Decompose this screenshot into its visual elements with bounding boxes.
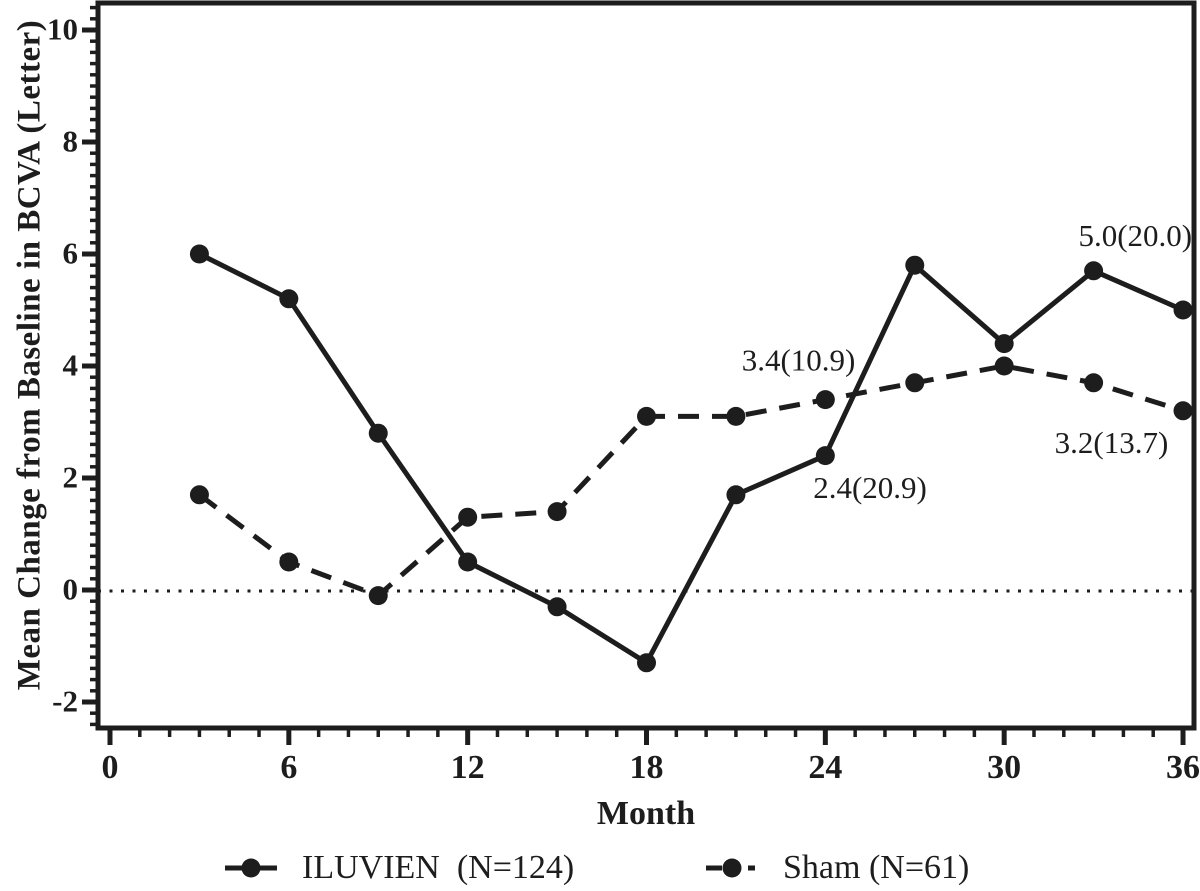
legend-item-iluvien: ILUVIEN (N=124)	[225, 849, 574, 887]
data-point	[637, 406, 657, 426]
y-tick-label: 4	[63, 348, 79, 383]
data-point	[815, 390, 835, 410]
x-axis-title: Month	[596, 795, 696, 832]
value-annotation: 2.4(20.9)	[813, 470, 927, 505]
data-point	[1173, 300, 1193, 320]
y-tick-label: 2	[63, 460, 79, 495]
legend-label-sham: Sham (N=61)	[783, 849, 970, 886]
data-point	[368, 586, 388, 606]
data-point	[905, 373, 925, 393]
legend-item-sham: Sham (N=61)	[706, 849, 969, 887]
y-tick-label: 10	[47, 12, 78, 47]
series-line-iluvien	[198, 251, 1185, 667]
data-point	[637, 653, 657, 673]
y-tick-label: -2	[52, 684, 78, 719]
y-axis-title: Mean Change from Baseline in BCVA (Lette…	[11, 19, 48, 691]
x-tick-label: 12	[451, 749, 485, 786]
x-tick-label: 18	[630, 749, 664, 786]
plot-frame	[95, 0, 1197, 731]
iluvien-solid-line-marker-icon	[225, 858, 277, 878]
data-point	[815, 446, 835, 466]
data-point	[189, 244, 209, 264]
x-tick-label: 0	[102, 749, 119, 786]
value-annotation: 3.4(10.9)	[742, 343, 856, 378]
data-point	[279, 552, 299, 572]
data-point	[994, 356, 1014, 376]
data-point	[905, 255, 925, 275]
y-tick-label: 6	[63, 236, 79, 271]
data-point	[547, 597, 567, 617]
data-point	[1084, 261, 1104, 281]
x-tick-label: 24	[808, 749, 842, 786]
data-point	[1173, 401, 1193, 421]
value-annotation: 3.2(13.7)	[1055, 425, 1169, 460]
data-point	[1084, 373, 1104, 393]
x-tick-label: 6	[280, 749, 297, 786]
data-point	[726, 406, 746, 426]
sham-dashed-line-marker-icon	[706, 858, 755, 878]
data-point	[189, 485, 209, 505]
data-point	[547, 502, 567, 522]
series-line-sham	[197, 363, 1184, 599]
data-point	[279, 289, 299, 309]
y-tick-label: 0	[63, 572, 79, 607]
x-tick-label: 36	[1166, 749, 1200, 786]
value-annotation: 5.0(20.0)	[1078, 218, 1192, 253]
data-point	[368, 423, 388, 443]
data-point	[458, 507, 478, 527]
data-point	[726, 485, 746, 505]
data-point	[994, 334, 1014, 354]
x-tick-label: 30	[987, 749, 1021, 786]
legend-label-iluvien: ILUVIEN (N=124)	[302, 849, 575, 886]
y-tick-label: 8	[63, 124, 79, 159]
data-point	[458, 552, 478, 572]
